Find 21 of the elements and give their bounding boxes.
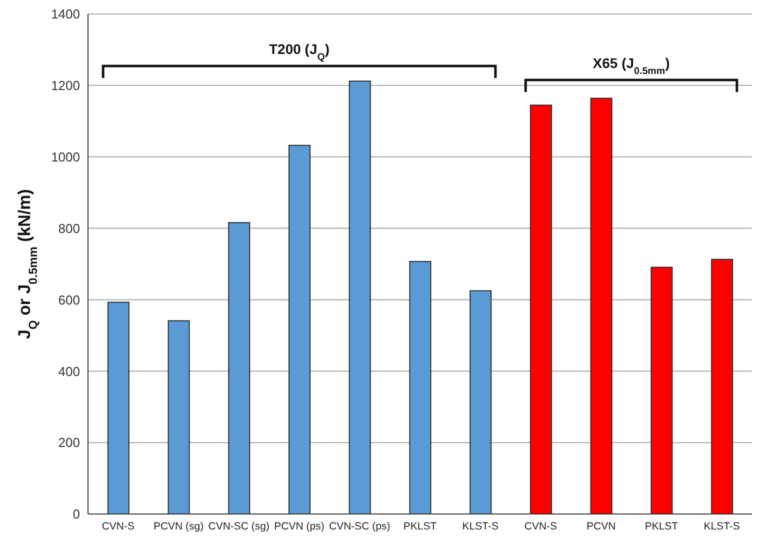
x-tick-label: CVN-S — [102, 520, 135, 532]
annotation: T200 (J$_{Q}$) — [269, 41, 330, 62]
x-tick-label: PKLST — [403, 520, 438, 532]
y-tick-label: 600 — [58, 292, 80, 308]
x-tick-label: PCVN (sg) — [153, 520, 204, 532]
y-tick-label: 800 — [58, 220, 80, 236]
x-tick-label: KLST-S — [462, 520, 498, 532]
y-tick-label: 400 — [58, 364, 80, 379]
y-tick-label: 1400 — [51, 6, 80, 22]
y-tick-label: 200 — [58, 435, 80, 450]
x-tick-label: PCVN — [586, 520, 616, 532]
x-tick-label: PKLST — [644, 520, 679, 532]
x-tick-label: CVN-SC (ps) — [329, 520, 390, 532]
x-tick-label: CVN-S — [524, 520, 558, 532]
x-tick-label: CVN-SC (sg) — [208, 520, 270, 532]
x-tick-label: PCVN (ps) — [274, 520, 324, 532]
x-tick-label: KLST-S — [704, 520, 740, 532]
y-tick-label: 0 — [72, 506, 80, 522]
y-tick-label: 1200 — [51, 78, 80, 94]
y-tick-label: 1000 — [51, 149, 80, 164]
annotation: X65 (J$_{0.5mm}$) — [592, 55, 670, 76]
